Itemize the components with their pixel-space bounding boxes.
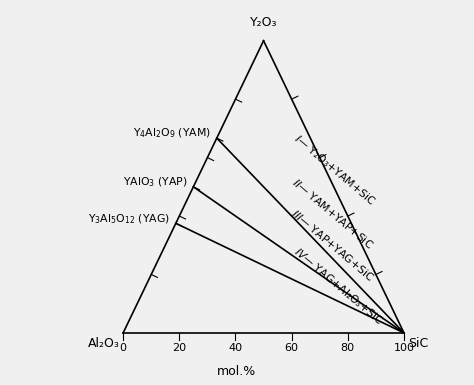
Text: $\it{IV}$— YAG+Al₂O₃+SiC: $\it{IV}$— YAG+Al₂O₃+SiC (292, 245, 385, 327)
Text: 0: 0 (119, 343, 127, 353)
Text: 40: 40 (228, 343, 243, 353)
Text: 60: 60 (285, 343, 299, 353)
Text: Y$_3$Al$_5$O$_{12}$ (YAG): Y$_3$Al$_5$O$_{12}$ (YAG) (88, 212, 170, 226)
Text: 20: 20 (172, 343, 186, 353)
Text: Al₂O₃: Al₂O₃ (88, 337, 119, 350)
Text: 80: 80 (341, 343, 355, 353)
Text: Y$_4$Al$_2$O$_9$ (YAM): Y$_4$Al$_2$O$_9$ (YAM) (133, 127, 211, 141)
Text: YAlO$_3$ (YAP): YAlO$_3$ (YAP) (123, 176, 188, 189)
Text: $\it{III}$— YAP+YAG+SiC: $\it{III}$— YAP+YAG+SiC (289, 207, 376, 283)
Text: SiC: SiC (408, 337, 428, 350)
Text: $\it{II}$— YAM+YAP+SiC: $\it{II}$— YAM+YAP+SiC (290, 176, 376, 251)
Text: $\it{I}$— Y₂O₃+YAM+SiC: $\it{I}$— Y₂O₃+YAM+SiC (292, 132, 377, 207)
Text: Y₂O₃: Y₂O₃ (250, 16, 277, 29)
Text: 100: 100 (393, 343, 414, 353)
Text: mol.%: mol.% (218, 365, 256, 378)
